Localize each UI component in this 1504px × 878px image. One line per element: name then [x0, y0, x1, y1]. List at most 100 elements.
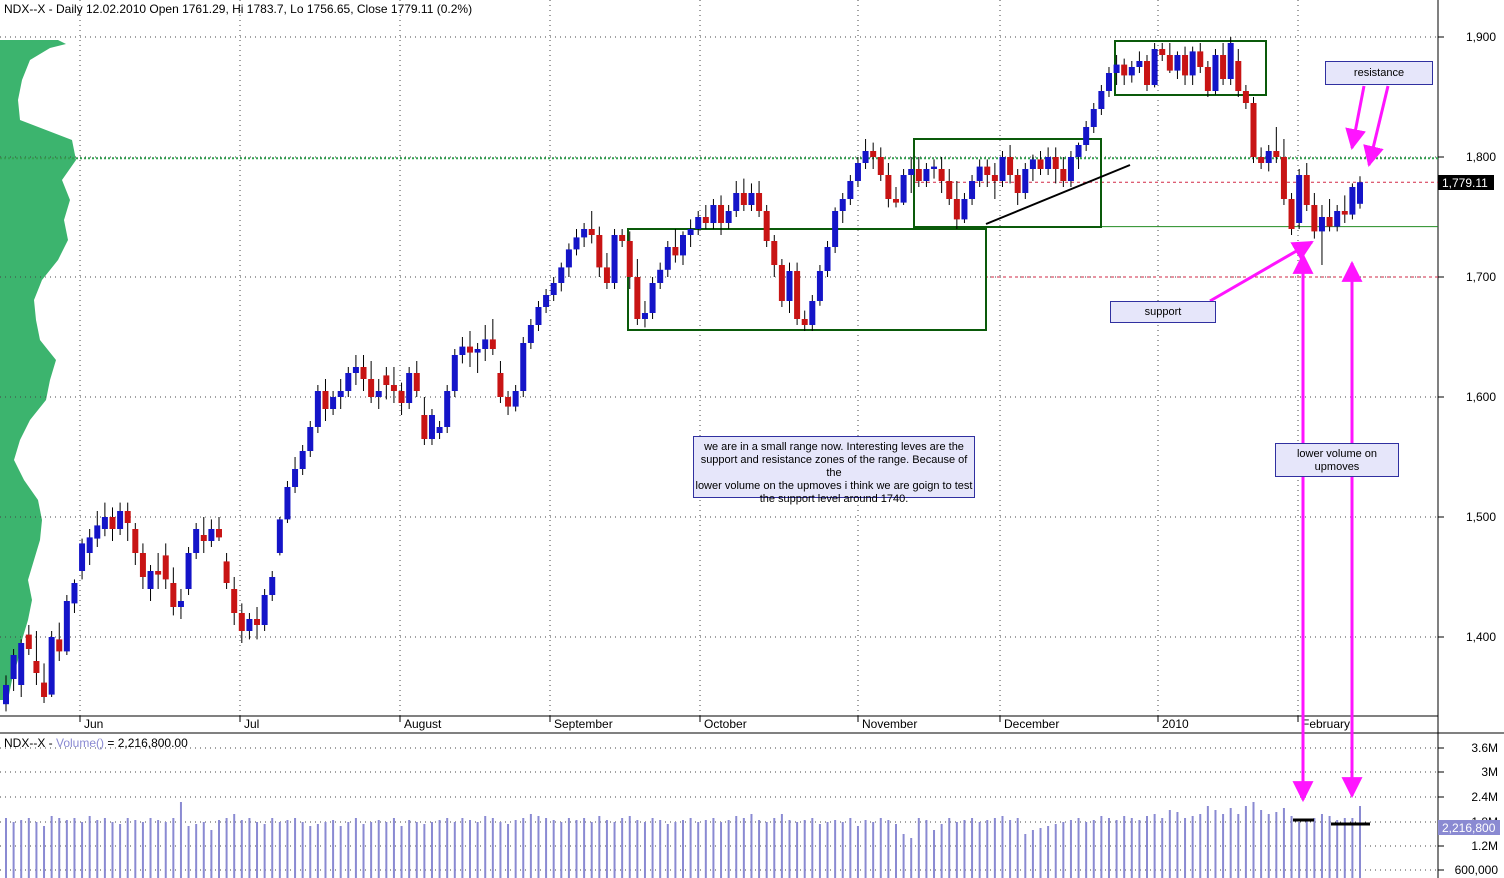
candle: [1174, 51, 1181, 79]
candle: [908, 157, 915, 193]
candle-body: [702, 217, 709, 223]
candle-body: [1258, 157, 1265, 163]
candle: [657, 262, 664, 289]
candle-body: [695, 217, 702, 229]
candle-body: [664, 247, 671, 270]
candle-body: [162, 555, 169, 580]
candle-body: [565, 249, 572, 268]
support-arrow: [1209, 240, 1314, 303]
candle-body: [1174, 55, 1181, 71]
candle: [352, 355, 359, 385]
candle: [1159, 43, 1166, 61]
resistance-arrow-2: [1363, 85, 1390, 168]
candle: [756, 181, 763, 217]
candle-body: [543, 295, 550, 307]
candle: [94, 511, 101, 547]
x-tick-label: August: [404, 717, 442, 731]
candle-body: [1128, 67, 1135, 76]
candle-body: [801, 319, 808, 325]
candle-body: [733, 193, 740, 211]
candle-body: [877, 157, 884, 175]
candle-body: [41, 682, 48, 697]
candle: [771, 235, 778, 277]
candle: [953, 181, 960, 229]
candle-body: [870, 151, 877, 157]
candle-body: [641, 313, 648, 319]
candle-body: [718, 205, 725, 223]
candle-body: [596, 235, 603, 268]
candle: [702, 205, 709, 229]
candle: [565, 243, 572, 277]
candle: [900, 169, 907, 205]
candle: [740, 178, 747, 211]
candle-body: [1037, 159, 1044, 169]
candle: [999, 151, 1006, 187]
candle-body: [999, 157, 1006, 181]
volume-profile: [0, 40, 76, 700]
candle-body: [710, 205, 717, 223]
volume-tick-label: 1.2M: [1471, 839, 1498, 853]
candle: [132, 523, 139, 565]
candle: [1090, 103, 1097, 133]
comment-line3: lower volume on the upmoves i think we a…: [695, 480, 973, 492]
candle: [976, 159, 983, 187]
candle-body: [672, 247, 679, 256]
candle: [832, 207, 839, 253]
candle: [1220, 43, 1227, 85]
price-axis: 1,400 1,500 1,600 1,700 1,800 1,900: [1438, 30, 1496, 644]
candle-body: [1098, 91, 1105, 109]
candle: [1060, 157, 1067, 187]
candle-body: [946, 181, 953, 199]
price-badge: [1438, 175, 1494, 190]
lower-volume-note-line2: upmoves: [1314, 461, 1360, 473]
candle-body: [246, 619, 253, 631]
candle: [786, 262, 793, 313]
candle: [109, 507, 116, 541]
candle-body: [680, 235, 686, 256]
candle: [489, 319, 496, 355]
x-tick-label: 2010: [1162, 717, 1189, 731]
candle-body: [254, 619, 261, 625]
candle: [641, 301, 648, 328]
volume-tick-label: 2.4M: [1471, 790, 1498, 804]
candle-body: [231, 589, 238, 613]
candle: [375, 379, 382, 409]
volume-badge-text: 2,216,800: [1442, 821, 1496, 835]
candle-body: [406, 373, 413, 403]
candle: [368, 361, 375, 403]
candle-body: [322, 391, 329, 409]
candle-body: [915, 169, 922, 181]
candle: [558, 262, 565, 292]
candle: [1326, 199, 1333, 232]
candle: [345, 367, 352, 397]
candle-body: [25, 634, 32, 649]
candle-body: [573, 237, 580, 250]
x-tick-label: February: [1302, 717, 1350, 731]
candle: [223, 553, 230, 589]
candle: [573, 229, 580, 256]
candle: [246, 613, 253, 640]
candle-body: [1060, 169, 1067, 181]
candle: [877, 147, 884, 181]
candle: [322, 379, 329, 421]
candle-body: [763, 211, 770, 241]
candle: [200, 517, 207, 553]
candle-body: [816, 271, 823, 301]
candle-body: [1022, 169, 1029, 193]
candle-body: [208, 529, 215, 541]
candle: [459, 337, 466, 364]
candle-body: [193, 529, 200, 553]
candle: [33, 631, 40, 685]
candle-body: [1159, 49, 1166, 55]
candle-body: [1311, 205, 1318, 232]
candle: [1075, 142, 1082, 169]
candle-body: [657, 269, 664, 283]
candle-body: [649, 283, 656, 313]
candle-body: [854, 163, 861, 181]
candle-body: [1280, 157, 1287, 199]
candle: [680, 231, 686, 265]
candle-body: [269, 577, 276, 595]
candle-body: [345, 373, 352, 391]
candle-body: [1197, 51, 1204, 67]
candle-body: [94, 525, 101, 539]
